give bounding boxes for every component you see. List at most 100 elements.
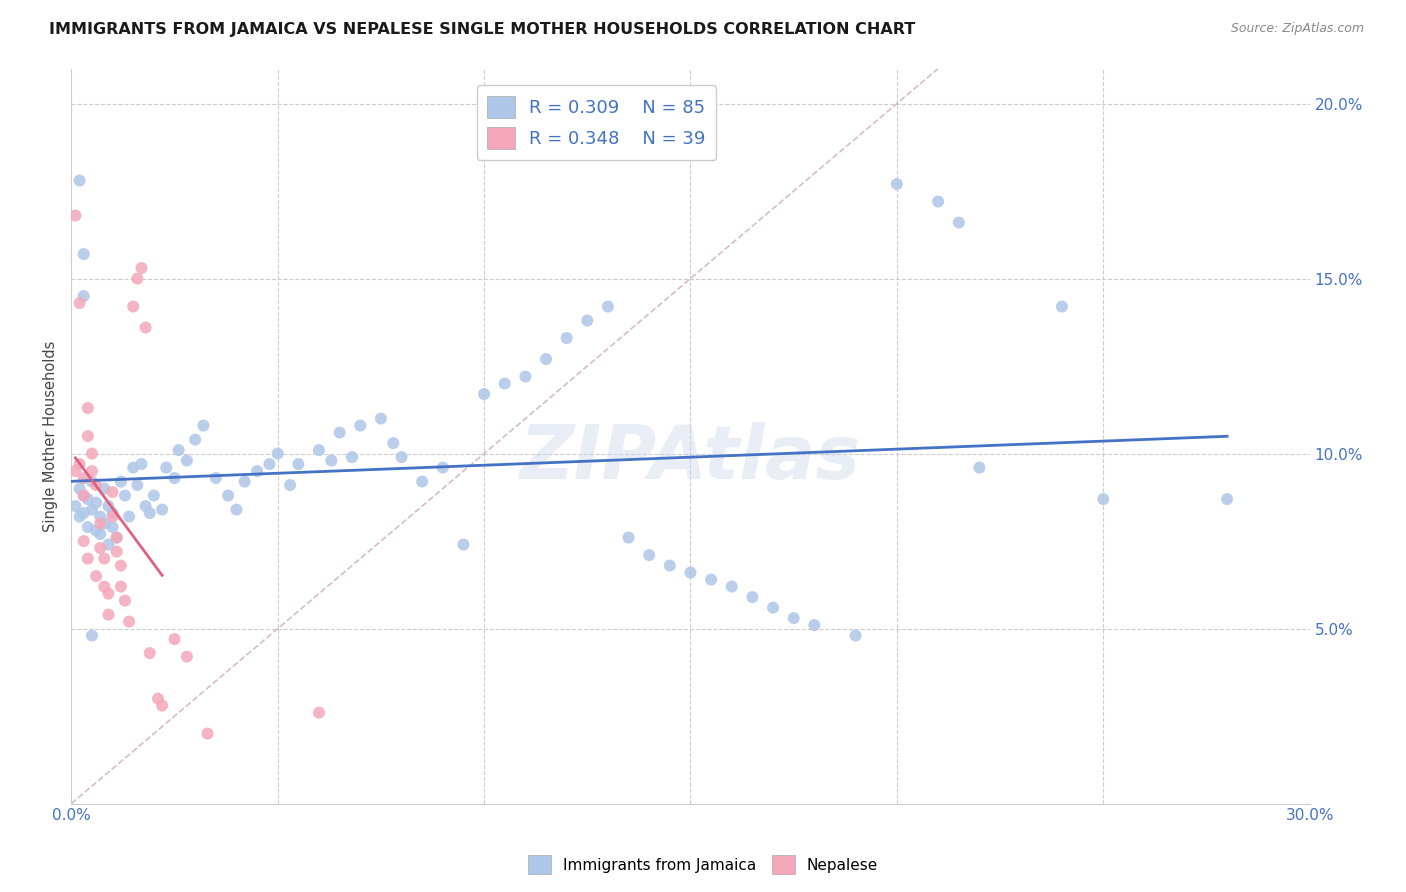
Point [1050,300,1073,314]
Point [97,586,120,600]
Point [340,450,363,464]
Point [927,194,949,209]
Point [89,541,111,555]
Point [93,551,115,566]
Point [845,629,868,643]
Point [101,520,124,534]
Point [679,566,702,580]
Legend: Immigrants from Jamaica, Nepalese: Immigrants from Jamaica, Nepalese [522,849,884,880]
Point [184,433,207,447]
Point [278,478,301,492]
Point [65,499,87,513]
Point [886,177,908,191]
Legend: R = 0.309    N = 85, R = 0.348    N = 39: R = 0.309 N = 85, R = 0.348 N = 39 [477,85,716,160]
Point [97,538,120,552]
Point [453,538,475,552]
Point [118,615,141,629]
Point [105,544,128,558]
Point [69,173,91,187]
Point [142,489,165,503]
Text: ZIPAtlas: ZIPAtlas [520,422,860,495]
Point [84,478,107,492]
Point [267,446,290,460]
Point [80,502,103,516]
Point [596,300,619,314]
Point [76,520,98,534]
Point [139,506,162,520]
Point [80,464,103,478]
Point [131,457,153,471]
Point [84,569,107,583]
Point [617,531,640,545]
Point [84,495,107,509]
Point [93,482,115,496]
Point [65,464,87,478]
Point [73,489,96,503]
Point [101,485,124,500]
Point [89,509,111,524]
Point [534,352,557,367]
Point [658,558,681,573]
Point [287,457,309,471]
Point [321,453,343,467]
Point [515,369,537,384]
Point [110,558,132,573]
Point [329,425,352,440]
Point [782,611,804,625]
Point [80,446,103,460]
Point [80,629,103,643]
Point [69,296,91,310]
Point [80,475,103,489]
Point [135,499,157,513]
Point [720,580,742,594]
Point [93,516,115,531]
Point [127,478,149,492]
Point [73,471,96,485]
Point [217,489,239,503]
Point [1092,492,1115,507]
Point [176,649,198,664]
Point [259,457,281,471]
Point [122,460,145,475]
Point [110,580,132,594]
Point [150,698,173,713]
Point [69,482,91,496]
Point [93,580,115,594]
Point [150,502,173,516]
Point [114,593,136,607]
Point [105,531,128,545]
Point [167,443,190,458]
Point [225,502,247,516]
Point [135,320,157,334]
Point [76,492,98,507]
Point [349,418,371,433]
Text: IMMIGRANTS FROM JAMAICA VS NEPALESE SINGLE MOTHER HOUSEHOLDS CORRELATION CHART: IMMIGRANTS FROM JAMAICA VS NEPALESE SING… [49,22,915,37]
Point [370,411,392,425]
Point [76,429,98,443]
Point [308,443,330,458]
Point [73,247,96,261]
Point [114,489,136,503]
Point [204,471,226,485]
Point [411,475,433,489]
Point [127,271,149,285]
Point [118,509,141,524]
Point [89,516,111,531]
Point [73,506,96,520]
Point [69,457,91,471]
Point [382,436,405,450]
Point [762,600,785,615]
Point [163,471,186,485]
Point [84,524,107,538]
Point [638,548,661,562]
Point [146,691,169,706]
Point [700,573,723,587]
Point [391,450,413,464]
Text: Source: ZipAtlas.com: Source: ZipAtlas.com [1230,22,1364,36]
Point [193,418,215,433]
Point [155,460,177,475]
Point [576,313,599,327]
Point [948,215,970,229]
Point [97,499,120,513]
Y-axis label: Single Mother Households: Single Mother Households [44,341,58,532]
